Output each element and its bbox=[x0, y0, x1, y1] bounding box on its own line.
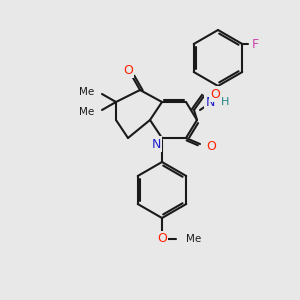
Text: F: F bbox=[252, 38, 260, 50]
Text: N: N bbox=[151, 137, 161, 151]
Text: Me: Me bbox=[79, 107, 94, 117]
Text: O: O bbox=[210, 88, 220, 100]
Text: Me: Me bbox=[186, 234, 201, 244]
Text: Me: Me bbox=[79, 87, 94, 97]
Text: O: O bbox=[123, 64, 133, 76]
Text: O: O bbox=[157, 232, 167, 245]
Text: O: O bbox=[206, 140, 216, 152]
Text: N: N bbox=[206, 95, 215, 109]
Text: H: H bbox=[221, 97, 230, 107]
